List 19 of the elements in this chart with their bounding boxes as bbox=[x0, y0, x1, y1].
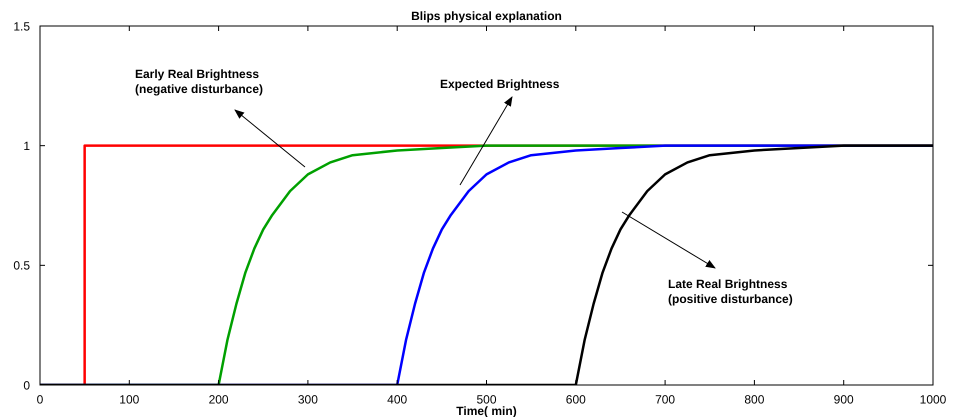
x-tick-label: 500 bbox=[476, 392, 497, 407]
x-tick-label: 0 bbox=[36, 392, 44, 407]
annotation: Expected Brightness bbox=[440, 77, 560, 91]
x-tick-label: 900 bbox=[834, 392, 854, 407]
x-tick-label: 300 bbox=[298, 392, 318, 407]
y-tick-label: 0 bbox=[23, 378, 30, 392]
y-tick-label: 1.5 bbox=[13, 19, 30, 34]
annotation: Late Real Brightness (positive disturbance) bbox=[668, 277, 793, 306]
x-tick-label: 400 bbox=[387, 392, 408, 407]
x-tick-label: 200 bbox=[208, 392, 229, 407]
y-tick-label: 0.5 bbox=[13, 258, 30, 273]
x-tick-label: 600 bbox=[566, 392, 586, 407]
x-tick-label: 100 bbox=[119, 392, 140, 407]
chart-title: Blips physical explanation bbox=[411, 9, 562, 23]
x-tick-label: 800 bbox=[744, 392, 765, 407]
y-tick-label: 1 bbox=[23, 138, 30, 153]
x-tick-label: 700 bbox=[655, 392, 676, 407]
annotation: Early Real Brightness (negative disturbance) bbox=[135, 67, 264, 96]
x-tick-label: 1000 bbox=[920, 392, 947, 407]
